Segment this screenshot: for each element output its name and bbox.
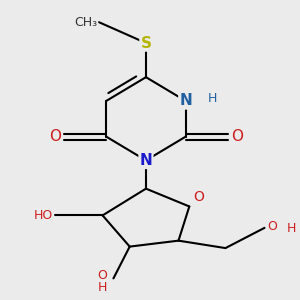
Text: O: O — [49, 129, 61, 144]
Text: N: N — [179, 94, 192, 109]
Text: N: N — [140, 153, 152, 168]
Text: CH₃: CH₃ — [74, 16, 97, 29]
Text: S: S — [140, 35, 152, 50]
Text: H: H — [208, 92, 218, 105]
Text: O: O — [267, 220, 277, 233]
Text: O: O — [97, 269, 107, 282]
Text: H: H — [287, 222, 296, 235]
Text: O: O — [194, 190, 205, 204]
Text: O: O — [231, 129, 243, 144]
Text: HO: HO — [34, 209, 53, 222]
Text: H: H — [98, 281, 107, 294]
